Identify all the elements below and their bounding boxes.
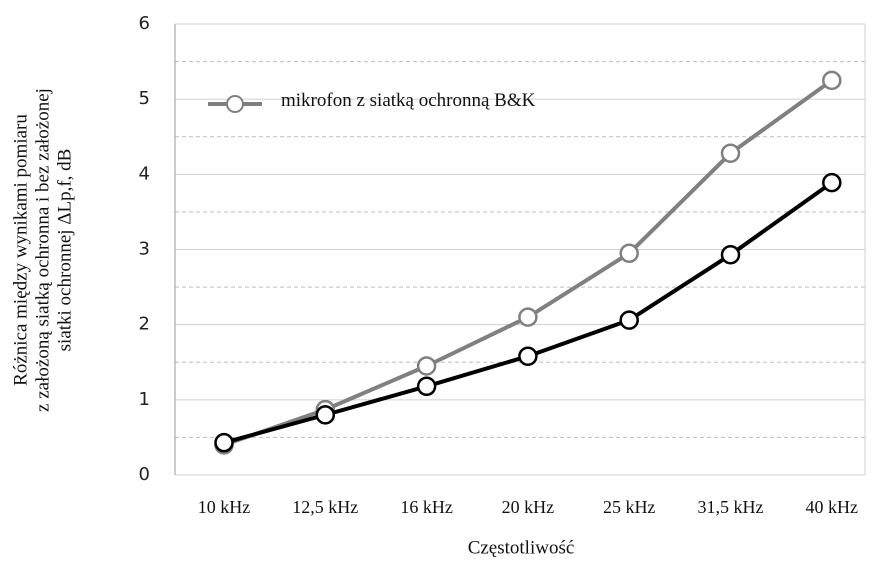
x-tick-label: 40 kHz [806,497,859,517]
x-tick-label: 25 kHz [603,497,656,517]
data-point [822,70,842,91]
y-tick-label: 1 [139,389,150,410]
x-tick-label: 20 kHz [502,497,555,517]
data-point [416,376,437,397]
y-axis-label: z założoną siatką ochronna i bez założon… [32,88,53,412]
x-tick-label: 31,5 kHz [698,497,764,517]
data-point [619,310,639,330]
legend-label: mikrofon z siatką ochronną B&K [281,90,536,111]
y-axis-label: siatki ochronnej ΔLp,f, dB [54,149,75,352]
y-tick-label: 5 [139,88,150,109]
data-point [518,346,538,366]
data-point [720,143,741,164]
y-tick-label: 3 [139,239,150,260]
data-point [822,172,842,193]
y-tick-label: 6 [139,13,150,34]
y-tick-label: 2 [139,314,150,335]
data-point [619,243,639,264]
series-line [223,78,833,447]
data-point [315,405,336,425]
y-tick-label: 4 [139,163,150,184]
x-tick-label: 16 kHz [400,497,453,517]
legend-marker [226,95,244,113]
data-point [214,432,234,453]
x-axis-label: Częstotliwość [468,537,575,558]
data-point [416,356,437,376]
y-axis-label: Różnica między wynikami pomiaru [10,114,31,386]
data-point [518,307,538,327]
data-point [720,245,741,265]
x-tick-label: 10 kHz [198,497,251,517]
y-tick-label: 0 [139,464,150,485]
x-tick-label: 12,5 kHz [292,497,358,517]
